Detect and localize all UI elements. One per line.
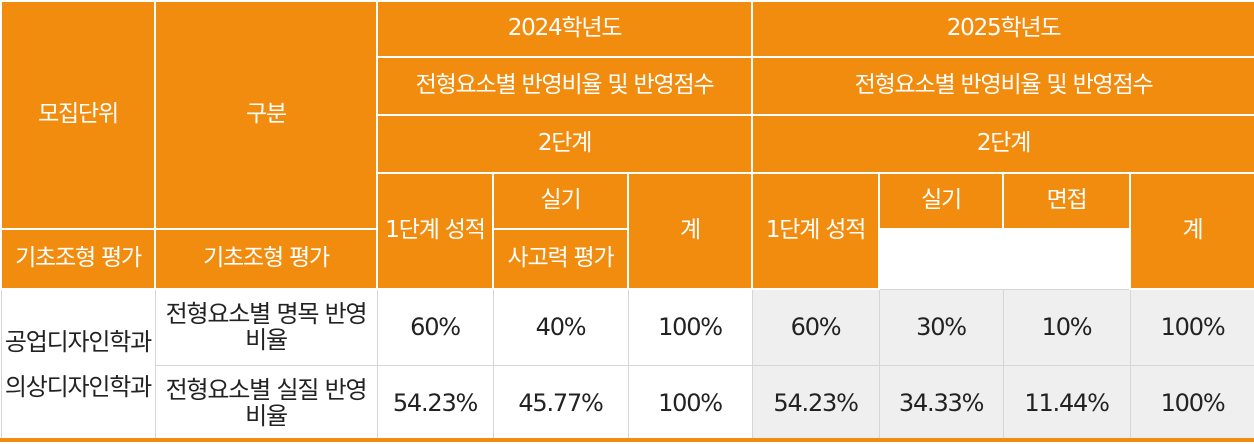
header-practical-2025: 실기 [878, 172, 1005, 230]
value-cell: 100% [1129, 364, 1254, 442]
value-cell: 54.23% [376, 364, 494, 442]
header-interview-2025: 면접 [1002, 172, 1132, 230]
header-ratio-title-2025: 전형요소별 반영비율 및 반영점수 [751, 56, 1254, 116]
table-row: 전형요소별 실질 반영비율 54.23% 45.77% 100% 54.23% … [1, 364, 1254, 442]
header-stage-2024: 2단계 [375, 114, 754, 174]
header-stage1-grade-2024: 1단계 성적 [376, 172, 494, 290]
header-basic-form-2024: 기초조형 평가 [0, 228, 156, 290]
value-cell: 100% [627, 288, 753, 366]
table-row: 공업디자인학과 의상디자인학과 전형요소별 명목 반영비율 60% 40% 10… [0, 288, 1254, 442]
header-total-2025: 계 [1129, 172, 1254, 290]
header-total-2024: 계 [626, 172, 754, 290]
value-cell: 60% [751, 288, 880, 366]
department-cell: 공업디자인학과 의상디자인학과 [0, 288, 156, 442]
value-cell: 100% [1129, 288, 1254, 366]
row-label: 전형요소별 명목 반영비율 [154, 288, 378, 366]
header-thinking-2025: 사고력 평가 [492, 228, 629, 290]
header-practical-2024: 실기 [492, 172, 629, 230]
department-industrial-design: 공업디자인학과 [4, 327, 152, 356]
bottom-border-line [0, 438, 1254, 442]
header-stage-2025: 2단계 [751, 114, 1254, 174]
header-stage1-grade-2025: 1단계 성적 [751, 172, 881, 290]
value-cell: 100% [627, 364, 753, 442]
value-cell: 10% [1002, 288, 1131, 366]
header-unit: 모집단위 [0, 0, 156, 230]
value-cell: 30% [878, 288, 1004, 366]
department-fashion-design: 의상디자인학과 [4, 373, 152, 402]
value-cell: 11.44% [1002, 364, 1131, 442]
value-cell: 40% [492, 288, 629, 366]
value-cell: 54.23% [751, 364, 880, 442]
header-year-2025: 2025학년도 [751, 0, 1254, 58]
value-cell: 34.33% [878, 364, 1004, 442]
header-year-2024: 2024학년도 [375, 0, 754, 58]
header-ratio-title-2024: 전형요소별 반영비율 및 반영점수 [375, 56, 754, 116]
value-cell: 45.77% [492, 364, 629, 442]
row-label: 전형요소별 실질 반영비율 [154, 364, 378, 442]
header-category: 구분 [154, 0, 378, 230]
value-cell: 60% [376, 288, 494, 366]
header-basic-form-2025: 기초조형 평가 [154, 228, 378, 290]
